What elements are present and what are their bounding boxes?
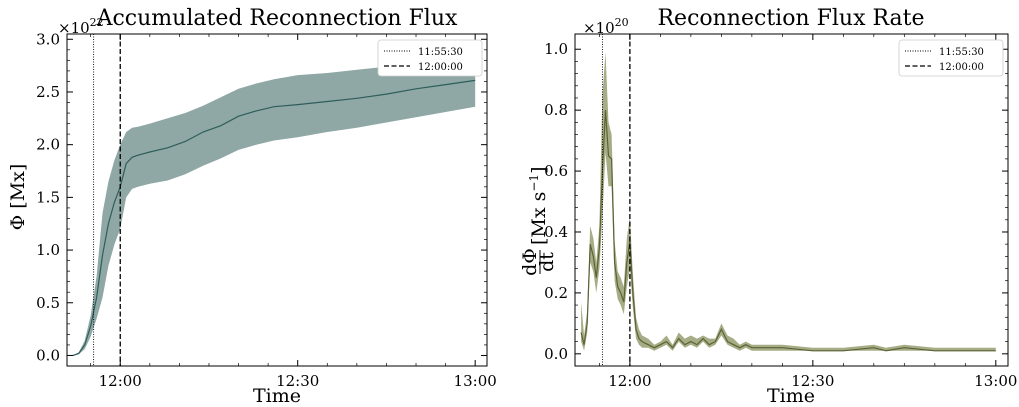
series-line: [580, 110, 996, 352]
y-tick-label: 0.6: [544, 162, 568, 180]
y-tick-label: 1.0: [544, 40, 568, 58]
x-tick-label: 12:30: [791, 372, 834, 390]
series-line-group: [72, 79, 476, 357]
axis-ticks: 0.0 0.5 1.0 1.5 2.0 2.5 3.0 12:00 12:30 13:00: [36, 30, 497, 390]
marker-lines: [601, 34, 631, 366]
y-axis-label: Φ [Mx]: [7, 164, 29, 231]
uncertainty-band: [581, 52, 996, 351]
series-line-group: [580, 110, 996, 352]
chart-title: Reconnection Flux Rate: [657, 6, 924, 31]
y-tick-label: 0.5: [36, 294, 60, 312]
y-tick-label: 1.0: [36, 241, 60, 259]
chart-title: Accumulated Reconnection Flux: [96, 6, 458, 31]
y-tick-label: 0.0: [544, 345, 568, 363]
legend: 11:55:30 12:00:00: [898, 39, 1004, 77]
x-tick-label: 13:00: [974, 372, 1017, 390]
y-tick-label: 0.8: [544, 101, 568, 119]
legend-box: [898, 39, 1004, 77]
legend: 11:55:30 12:00:00: [377, 39, 483, 77]
axis-ticks: 0.0 0.2 0.4 0.6 0.8 1.0 12:00 12:30 13:00: [544, 34, 1017, 390]
y-label-den: dt: [536, 252, 558, 272]
y-multiplier: ×1020: [583, 16, 629, 37]
legend-label: 12:00:00: [418, 62, 463, 73]
legend-box: [377, 39, 483, 77]
y-tick-label: 2.5: [36, 83, 60, 101]
y-tick-label: 1.5: [36, 188, 60, 206]
y-tick-label: 2.0: [36, 136, 60, 154]
rate-panel: Reconnection Flux Rate ×1020 0.00.20.40.…: [519, 6, 1017, 407]
x-axis-label: Time: [253, 385, 301, 407]
x-axis-label: Time: [767, 385, 815, 407]
y-label-num: dΦ: [519, 248, 541, 276]
y-label-units: [Mx s−1]: [527, 167, 550, 246]
y-multiplier: ×1022: [58, 16, 104, 37]
y-tick-label: 3.0: [36, 30, 60, 48]
x-tick-label: 13:00: [454, 372, 497, 390]
plot-frame: [574, 33, 1009, 367]
legend-label: 12:00:00: [939, 62, 984, 73]
y-tick-label: 0.4: [544, 223, 568, 241]
marker-lines: [93, 34, 121, 366]
uncertainty-band: [72, 56, 476, 356]
x-tick-label: 12:30: [276, 372, 319, 390]
y-tick-label: 0.0: [36, 346, 60, 364]
flux-panel: Accumulated Reconnection Flux ×1022 0.00…: [7, 6, 497, 407]
uncertainty-band-group: [581, 52, 996, 351]
legend-label: 11:55:30: [418, 47, 463, 58]
y-axis-label: dΦ dt [Mx s−1]: [519, 167, 558, 276]
legend-label: 11:55:30: [939, 47, 984, 58]
y-tick-label: 0.2: [544, 284, 568, 302]
uncertainty-band-group: [72, 56, 476, 356]
plot-frame: [66, 33, 488, 367]
x-tick-label: 12:00: [608, 372, 651, 390]
series-line: [72, 79, 476, 357]
x-tick-label: 12:00: [99, 372, 142, 390]
